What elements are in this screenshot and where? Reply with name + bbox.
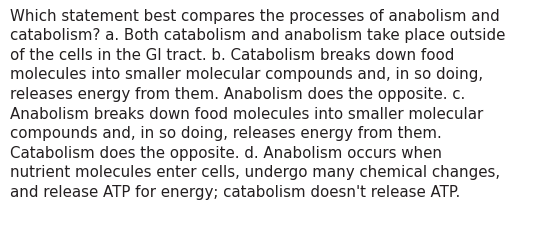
Text: Which statement best compares the processes of anabolism and
catabolism? a. Both: Which statement best compares the proces… (10, 9, 506, 199)
